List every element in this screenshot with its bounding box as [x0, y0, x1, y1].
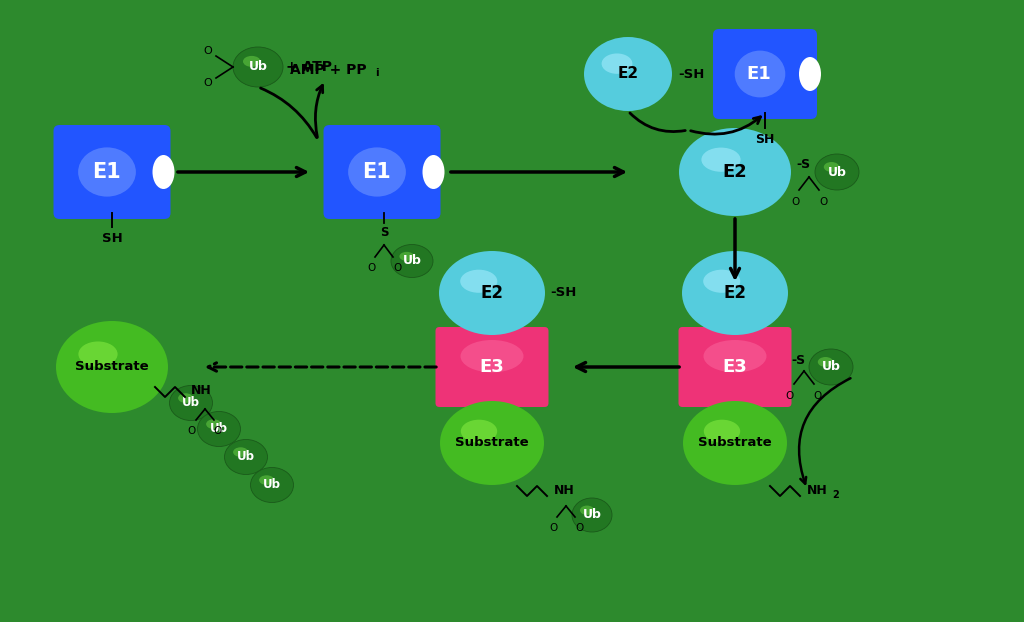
Text: i: i — [375, 68, 379, 78]
Ellipse shape — [233, 47, 283, 87]
Text: E2: E2 — [723, 163, 748, 181]
Ellipse shape — [602, 53, 633, 74]
Ellipse shape — [461, 340, 523, 373]
Ellipse shape — [703, 340, 767, 373]
Ellipse shape — [734, 50, 785, 98]
Ellipse shape — [703, 420, 740, 443]
Ellipse shape — [233, 447, 248, 457]
Ellipse shape — [823, 162, 840, 172]
Ellipse shape — [206, 419, 221, 429]
Text: E2: E2 — [724, 284, 746, 302]
Ellipse shape — [243, 56, 260, 67]
Ellipse shape — [584, 37, 672, 111]
Text: S: S — [380, 226, 388, 239]
Ellipse shape — [79, 341, 118, 367]
Text: O: O — [785, 391, 795, 401]
Text: E2: E2 — [617, 67, 639, 81]
FancyBboxPatch shape — [679, 327, 792, 407]
Text: E3: E3 — [479, 358, 505, 376]
Ellipse shape — [818, 357, 834, 367]
Text: O: O — [549, 523, 557, 533]
FancyBboxPatch shape — [324, 125, 440, 219]
Text: Ub: Ub — [182, 396, 200, 409]
Text: -S: -S — [791, 353, 805, 366]
Text: E2: E2 — [480, 284, 504, 302]
Text: O: O — [187, 426, 197, 436]
Ellipse shape — [683, 401, 787, 485]
Ellipse shape — [572, 498, 612, 532]
Text: E3: E3 — [723, 358, 748, 376]
Ellipse shape — [178, 393, 194, 403]
Ellipse shape — [799, 57, 821, 91]
Ellipse shape — [198, 412, 241, 447]
Text: + ATP: + ATP — [286, 60, 332, 74]
Text: E1: E1 — [746, 65, 771, 83]
Text: Substrate: Substrate — [456, 437, 528, 450]
Text: AMP + PP: AMP + PP — [290, 63, 367, 77]
Text: O: O — [574, 523, 583, 533]
Text: Ub: Ub — [827, 165, 847, 179]
Ellipse shape — [815, 154, 859, 190]
Text: -S: -S — [796, 157, 810, 170]
Ellipse shape — [78, 147, 136, 197]
Text: Ub: Ub — [821, 361, 841, 373]
Ellipse shape — [56, 321, 168, 413]
Text: Ub: Ub — [237, 450, 255, 463]
Text: 2: 2 — [831, 490, 839, 500]
Text: O: O — [204, 46, 212, 56]
Text: NH: NH — [554, 485, 574, 498]
Ellipse shape — [809, 349, 853, 385]
Text: Ub: Ub — [263, 478, 281, 491]
Ellipse shape — [259, 475, 274, 485]
Ellipse shape — [399, 252, 414, 261]
Ellipse shape — [170, 386, 213, 420]
Ellipse shape — [439, 251, 545, 335]
Text: NH: NH — [191, 384, 212, 397]
Ellipse shape — [461, 420, 498, 443]
Text: Ub: Ub — [402, 254, 422, 267]
Ellipse shape — [679, 128, 791, 216]
Text: E1: E1 — [361, 162, 390, 182]
Text: O: O — [814, 391, 822, 401]
Ellipse shape — [224, 440, 267, 475]
Text: O: O — [393, 263, 401, 273]
FancyBboxPatch shape — [713, 29, 817, 119]
Ellipse shape — [251, 468, 294, 503]
Text: -SH: -SH — [550, 287, 577, 300]
Ellipse shape — [703, 270, 740, 293]
Ellipse shape — [440, 401, 544, 485]
Ellipse shape — [460, 270, 498, 293]
FancyBboxPatch shape — [435, 327, 549, 407]
Text: Ub: Ub — [210, 422, 228, 435]
FancyBboxPatch shape — [53, 125, 171, 219]
Text: SH: SH — [101, 232, 123, 245]
Ellipse shape — [701, 147, 740, 172]
Ellipse shape — [153, 155, 174, 189]
Text: O: O — [214, 426, 222, 436]
Text: E1: E1 — [91, 162, 121, 182]
Ellipse shape — [348, 147, 406, 197]
Text: -SH: -SH — [678, 68, 705, 80]
Text: O: O — [204, 78, 212, 88]
Ellipse shape — [391, 244, 433, 277]
Text: O: O — [367, 263, 375, 273]
Ellipse shape — [682, 251, 788, 335]
Text: O: O — [791, 197, 799, 207]
Text: SH: SH — [756, 133, 775, 146]
Text: NH: NH — [807, 485, 827, 498]
Ellipse shape — [423, 155, 444, 189]
Text: Ub: Ub — [583, 509, 601, 521]
Text: O: O — [819, 197, 827, 207]
Text: Ub: Ub — [249, 60, 267, 73]
Text: Substrate: Substrate — [75, 361, 148, 373]
Ellipse shape — [580, 506, 594, 515]
Text: Substrate: Substrate — [698, 437, 772, 450]
